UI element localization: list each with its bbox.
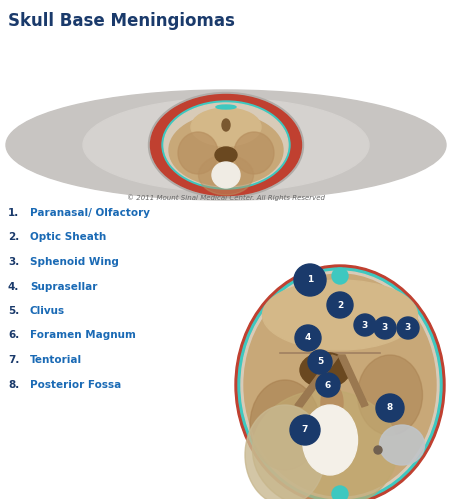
Text: 3.: 3.	[8, 257, 19, 267]
Ellipse shape	[212, 162, 239, 188]
Circle shape	[396, 317, 418, 339]
Ellipse shape	[238, 268, 441, 499]
Ellipse shape	[215, 147, 236, 163]
Text: Foramen Magnum: Foramen Magnum	[30, 330, 136, 340]
Text: 2.: 2.	[8, 233, 19, 243]
Polygon shape	[295, 355, 337, 407]
Ellipse shape	[164, 103, 287, 187]
Ellipse shape	[150, 94, 301, 196]
Ellipse shape	[191, 108, 260, 146]
Text: 3: 3	[361, 320, 367, 329]
Ellipse shape	[178, 132, 217, 174]
Ellipse shape	[244, 274, 435, 496]
Text: Paranasal/ Olfactory: Paranasal/ Olfactory	[30, 208, 150, 218]
Text: © 2011 Mount Sinai Medical Center. All Rights Reserved: © 2011 Mount Sinai Medical Center. All R…	[127, 194, 324, 201]
Ellipse shape	[249, 380, 319, 470]
Circle shape	[331, 486, 347, 499]
Ellipse shape	[252, 390, 396, 499]
Ellipse shape	[235, 265, 444, 499]
Text: 7.: 7.	[8, 355, 19, 365]
Text: Posterior Fossa: Posterior Fossa	[30, 380, 121, 390]
Circle shape	[373, 317, 395, 339]
Text: 2: 2	[336, 300, 342, 309]
Circle shape	[331, 268, 347, 284]
Text: 6.: 6.	[8, 330, 19, 340]
Text: 3: 3	[404, 323, 410, 332]
Ellipse shape	[216, 105, 235, 109]
Polygon shape	[337, 355, 367, 407]
Circle shape	[315, 373, 339, 397]
Ellipse shape	[6, 90, 445, 200]
Ellipse shape	[169, 114, 282, 186]
Circle shape	[307, 350, 331, 374]
Text: 8.: 8.	[8, 380, 19, 390]
Ellipse shape	[262, 280, 417, 350]
Text: 3: 3	[381, 323, 387, 332]
Text: 8: 8	[386, 404, 392, 413]
Text: 1.: 1.	[8, 208, 19, 218]
Ellipse shape	[83, 98, 368, 192]
Text: Skull Base Meningiomas: Skull Base Meningiomas	[8, 12, 235, 30]
Text: Sphenoid Wing: Sphenoid Wing	[30, 257, 119, 267]
Circle shape	[353, 314, 375, 336]
Text: Suprasellar: Suprasellar	[30, 281, 97, 291]
Text: Tentorial: Tentorial	[30, 355, 82, 365]
Text: 5: 5	[316, 357, 322, 366]
Ellipse shape	[198, 155, 253, 195]
Circle shape	[293, 264, 325, 296]
Ellipse shape	[234, 132, 273, 174]
Ellipse shape	[357, 355, 422, 435]
Ellipse shape	[302, 405, 357, 475]
Text: 7: 7	[301, 426, 308, 435]
Text: 5.: 5.	[8, 306, 19, 316]
Ellipse shape	[379, 425, 423, 465]
Ellipse shape	[299, 352, 349, 388]
Ellipse shape	[148, 92, 303, 198]
Text: 4: 4	[304, 333, 310, 342]
Ellipse shape	[221, 119, 230, 131]
Text: 1: 1	[306, 275, 313, 284]
Ellipse shape	[240, 271, 438, 499]
Ellipse shape	[161, 101, 290, 189]
Circle shape	[373, 446, 381, 454]
Ellipse shape	[320, 384, 342, 422]
Text: 4.: 4.	[8, 281, 19, 291]
Text: Clivus: Clivus	[30, 306, 65, 316]
Ellipse shape	[244, 405, 324, 499]
Circle shape	[290, 415, 319, 445]
Circle shape	[326, 292, 352, 318]
Text: Optic Sheath: Optic Sheath	[30, 233, 106, 243]
Circle shape	[295, 325, 320, 351]
Circle shape	[375, 394, 403, 422]
Text: 6: 6	[324, 381, 331, 390]
